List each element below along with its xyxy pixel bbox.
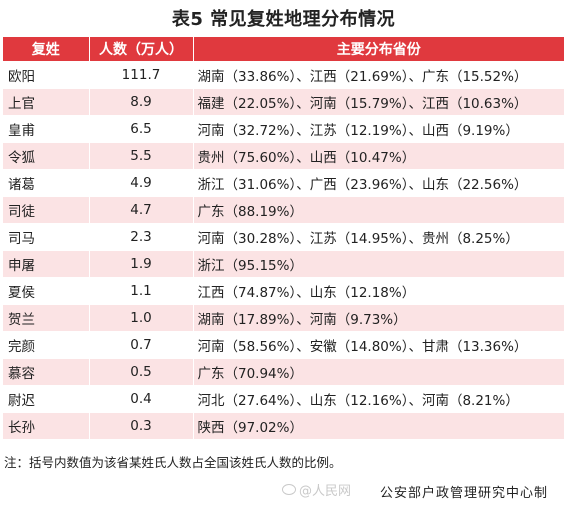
weibo-icon xyxy=(282,484,296,495)
table-row: 皇甫 6.5 河南（32.72%）、江苏（12.19%）、山西（9.19%） xyxy=(3,115,564,143)
table-row: 诸葛 4.9 浙江（31.06%）、广西（23.96%）、山东（22.56%） xyxy=(3,169,564,197)
table-row: 贺兰 1.0 湖南（17.89%）、河南（9.73%） xyxy=(3,304,564,332)
count-cell: 2.3 xyxy=(89,223,194,251)
header-surname: 复姓 xyxy=(3,37,90,62)
count-cell: 4.9 xyxy=(89,169,194,197)
count-cell: 1.0 xyxy=(89,304,194,332)
header-provinces: 主要分布省份 xyxy=(193,37,564,62)
count-cell: 0.3 xyxy=(89,412,194,439)
surname-cell: 夏侯 xyxy=(3,277,90,305)
surname-cell: 慕容 xyxy=(3,358,90,386)
source-credit: 公安部户政管理研究中心制 xyxy=(380,486,549,501)
provinces-cell: 湖南（33.86%）、江西（21.69%）、广东（15.52%） xyxy=(193,61,564,89)
table-row: 申屠 1.9 浙江（95.15%） xyxy=(3,250,564,278)
provinces-cell: 河北（27.64%）、山东（12.16%）、河南（8.21%） xyxy=(193,385,564,413)
surname-cell: 诸葛 xyxy=(3,169,90,197)
provinces-cell: 江西（74.87%）、山东（12.18%） xyxy=(193,277,564,305)
surname-cell: 长孙 xyxy=(3,412,90,439)
table-title: 表5 常见复姓地理分布情况 xyxy=(171,9,396,30)
surname-cell: 完颜 xyxy=(3,331,90,359)
surname-cell: 上官 xyxy=(3,88,90,116)
count-cell: 6.5 xyxy=(89,115,194,143)
count-cell: 0.5 xyxy=(89,358,194,386)
surname-cell: 皇甫 xyxy=(3,115,90,143)
count-cell: 5.5 xyxy=(89,142,194,170)
table-row: 慕容 0.5 广东（70.94%） xyxy=(3,358,564,386)
count-cell: 4.7 xyxy=(89,196,194,224)
provinces-cell: 浙江（95.15%） xyxy=(193,250,564,278)
table-row: 欧阳 111.7 湖南（33.86%）、江西（21.69%）、广东（15.52%） xyxy=(3,61,564,89)
table-row: 司徒 4.7 广东（88.19%） xyxy=(3,196,564,224)
provinces-cell: 陕西（97.02%） xyxy=(193,412,564,439)
provinces-cell: 浙江（31.06%）、广西（23.96%）、山东（22.56%） xyxy=(193,169,564,197)
surname-cell: 令狐 xyxy=(3,142,90,170)
surname-cell: 司徒 xyxy=(3,196,90,224)
provinces-cell: 河南（30.28%）、江苏（14.95%）、贵州（8.25%） xyxy=(193,223,564,251)
table-row: 尉迟 0.4 河北（27.64%）、山东（12.16%）、河南（8.21%） xyxy=(3,385,564,413)
table-row: 夏侯 1.1 江西（74.87%）、山东（12.18%） xyxy=(3,277,564,305)
watermark: @人民网 xyxy=(282,480,351,499)
count-cell: 0.7 xyxy=(89,331,194,359)
provinces-cell: 贵州（75.60%）、山西（10.47%） xyxy=(193,142,564,170)
count-cell: 1.1 xyxy=(89,277,194,305)
provinces-cell: 福建（22.05%）、河南（15.79%）、江西（10.63%） xyxy=(193,88,564,116)
header-count: 人数（万人） xyxy=(89,37,194,62)
count-cell: 0.4 xyxy=(89,385,194,413)
provinces-cell: 广东（88.19%） xyxy=(193,196,564,224)
surname-distribution-table: 复姓 人数（万人） 主要分布省份 欧阳 111.7 湖南（33.86%）、江西（21… xyxy=(3,37,564,439)
table-row: 令狐 5.5 贵州（75.60%）、山西（10.47%） xyxy=(3,142,564,170)
surname-cell: 尉迟 xyxy=(3,385,90,413)
watermark-text: @人民网 xyxy=(299,484,352,499)
count-cell: 8.9 xyxy=(89,88,194,116)
surname-cell: 司马 xyxy=(3,223,90,251)
surname-cell: 欧阳 xyxy=(3,61,90,89)
table-row: 上官 8.9 福建（22.05%）、河南（15.79%）、江西（10.63%） xyxy=(3,88,564,116)
table-row: 完颜 0.7 河南（58.56%）、安徽（14.80%）、甘肃（13.36%） xyxy=(3,331,564,359)
provinces-cell: 广东（70.94%） xyxy=(193,358,564,386)
table-row: 司马 2.3 河南（30.28%）、江苏（14.95%）、贵州（8.25%） xyxy=(3,223,564,251)
surname-cell: 申屠 xyxy=(3,250,90,278)
provinces-cell: 湖南（17.89%）、河南（9.73%） xyxy=(193,304,564,332)
table-row: 长孙 0.3 陕西（97.02%） xyxy=(3,412,564,439)
provinces-cell: 河南（58.56%）、安徽（14.80%）、甘肃（13.36%） xyxy=(193,331,564,359)
header-row: 复姓 人数（万人） 主要分布省份 xyxy=(3,37,564,62)
surname-cell: 贺兰 xyxy=(3,304,90,332)
footnote: 注：括号内数值为该省某姓氏人数占全国该姓氏人数的比例。 xyxy=(4,455,342,470)
count-cell: 1.9 xyxy=(89,250,194,278)
count-cell: 111.7 xyxy=(89,61,194,89)
provinces-cell: 河南（32.72%）、江苏（12.19%）、山西（9.19%） xyxy=(193,115,564,143)
